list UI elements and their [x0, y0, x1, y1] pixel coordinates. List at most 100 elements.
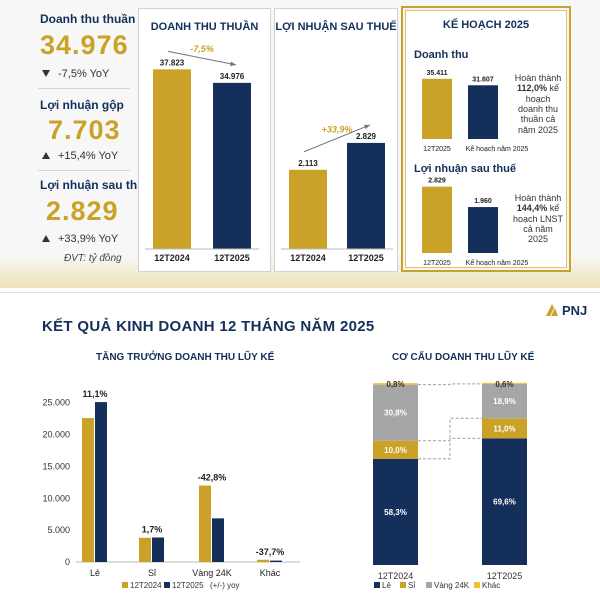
triangle-up-icon [42, 152, 50, 159]
pnj-logo-icon [546, 304, 558, 316]
dashed-connector [418, 417, 482, 442]
plan-profit-label: Lợi nhuận sau thuế [414, 163, 516, 175]
plan-charts: 35.411 12T2025 31.607 Kế hoạch năm 2025 2.82… [422, 70, 529, 267]
revenue-panel: DOANH THU THUẦN 37.823 12T2024 34.976 12T20… [138, 8, 271, 272]
legend-swatch [164, 582, 170, 588]
kpi-net-profit-value: 2.829 [46, 196, 119, 226]
yoy-label: 11,1% [82, 389, 107, 399]
bar-12T2025 [213, 82, 251, 249]
segment-label: 0,8% [386, 380, 404, 389]
segment-Khác-12T2025 [482, 382, 527, 384]
legend-swatch [400, 582, 406, 588]
kpi-gross-profit-change: +15,4% YoY [42, 150, 118, 162]
growth-chart: 0 5.000 10.000 15.000 20.000 25.000 11,1% Lẻ 1,7… [42, 389, 300, 590]
kpi-revenue-value: 34.976 [40, 30, 129, 60]
category-label: Vàng 24K [192, 568, 232, 578]
data-label: 37.823 [160, 58, 185, 67]
growth-chart-title: TĂNG TRƯỞNG DOANH THU LŨY KẾ [96, 352, 275, 363]
arrow-head-icon [364, 124, 370, 130]
segment-Vàng 24K-12T2025 [482, 383, 527, 419]
legend-label: 12T2025 [172, 581, 204, 590]
triangle-down-icon [42, 70, 50, 77]
plan-panel-title: KẾ HOẠCH 2025 [442, 19, 530, 31]
legend-label: (+/-) yoy [210, 581, 240, 590]
kpi-net-profit-change: +33,9% YoY [42, 233, 118, 245]
y-tick-label: 0 [65, 557, 70, 567]
change-label: +33,9% [322, 124, 353, 134]
category-label: Kế hoạch năm 2025 [466, 144, 529, 153]
data-label: 2.829 [428, 178, 446, 185]
legend-label: 12T2024 [130, 581, 162, 590]
data-label: 34.976 [220, 72, 245, 81]
plan-revenue-label: Doanh thu [414, 49, 469, 61]
bar-Vàng 24K-12T2024 [199, 485, 211, 562]
legend-label: Lẻ [382, 581, 391, 590]
bar-12T2024 [153, 69, 191, 249]
profit-chart: 2.113 12T2024 2.829 12T2025 +33,9% [281, 124, 393, 263]
segment-label: 0,6% [495, 380, 513, 389]
bar-Kế hoạch năm 2025 [468, 85, 498, 139]
segment-Lẻ-12T2024 [373, 458, 418, 565]
category-label: 12T2025 [487, 571, 523, 581]
category-label: 12T2025 [423, 260, 451, 267]
pnj-logo: PNJ [545, 303, 587, 318]
unit-note: ĐVT: tỷ đồng [64, 253, 122, 264]
category-label: Sỉ [148, 568, 156, 578]
segment-Khác-12T2024 [373, 383, 418, 385]
y-tick-label: 5.000 [47, 525, 70, 535]
segment-Sỉ-12T2025 [482, 418, 527, 439]
plan-panel-inner: KẾ HOẠCH 2025 Doanh thu Lợi nhuận sau th… [405, 10, 567, 268]
bar-Khác-12T2025 [270, 560, 282, 562]
category-label: 12T2025 [348, 253, 384, 263]
revenue-panel-title: DOANH THU THUẦN [150, 21, 259, 33]
segment-Vàng 24K-12T2024 [373, 384, 418, 441]
structure-chart-title: CƠ CẤU DOANH THU LŨY KẾ [392, 352, 535, 363]
category-label: Kế hoạch năm 2025 [466, 258, 529, 267]
bar-12T2025 [422, 78, 452, 139]
y-tick-label: 10.000 [42, 493, 70, 503]
data-label: 31.607 [472, 76, 494, 83]
revenue-chart: 37.823 12T2024 34.976 12T2025 -7,5% [145, 44, 259, 263]
change-label: -7,5% [190, 44, 214, 54]
plan-panel: KẾ HOẠCH 2025 Doanh thu Lợi nhuận sau th… [401, 6, 571, 272]
category-label: 12T2025 [423, 146, 451, 153]
category-label: Khác [260, 568, 281, 578]
plan-revenue-note: Hoàn thành 112,0% kế hoạch doanh thu thu… [514, 73, 562, 135]
bar-12T2025 [347, 142, 385, 249]
bar-12T2025 [422, 186, 452, 253]
bar-12T2024 [289, 169, 327, 249]
bar-Vàng 24K-12T2025 [212, 518, 224, 562]
segment-label: 18,9% [493, 397, 516, 406]
legend-label: Vàng 24K [434, 581, 470, 590]
triangle-up-icon [42, 235, 50, 242]
bar-Khác-12T2024 [257, 559, 269, 562]
segment-Lẻ-12T2025 [482, 438, 527, 565]
legend-swatch [122, 582, 128, 588]
segment-Sỉ-12T2024 [373, 440, 418, 459]
y-tick-label: 15.000 [42, 461, 70, 471]
legend-swatch [474, 582, 480, 588]
bar-Sỉ-12T2024 [139, 537, 151, 562]
legend-label: Sỉ [408, 581, 415, 590]
segment-label: 30,8% [384, 409, 407, 418]
kpi-revenue-change: -7,5% YoY [42, 68, 109, 80]
category-label: Lẻ [90, 568, 100, 578]
category-label: 12T2024 [290, 253, 326, 263]
trend-arrow-line [303, 124, 371, 153]
category-label: 12T2024 [154, 253, 190, 263]
legend-swatch [426, 582, 432, 588]
trend-arrow-line [167, 50, 237, 66]
kpi-gross-profit-value: 7.703 [48, 115, 121, 145]
kpi-gross-profit-label: Lợi nhuận gộp [40, 98, 124, 112]
yoy-label: -37,7% [256, 547, 285, 557]
plan-profit-note: Hoàn thành 144,4% kế hoạch LNST cả năm 2… [512, 193, 564, 245]
segment-label: 10,0% [384, 446, 407, 455]
structure-chart: 58,3% 10,0% 30,8% 0,8% 12T2024 69,6% 11,0% 18,9… [373, 380, 527, 590]
dashed-connector [418, 437, 482, 460]
y-tick-label: 20.000 [42, 430, 70, 440]
bar-Kế hoạch năm 2025 [468, 207, 498, 253]
dashed-connector [418, 383, 482, 386]
legend-label: Khác [482, 581, 500, 590]
arrow-head-icon [230, 61, 236, 67]
data-label: 2.829 [356, 132, 377, 141]
